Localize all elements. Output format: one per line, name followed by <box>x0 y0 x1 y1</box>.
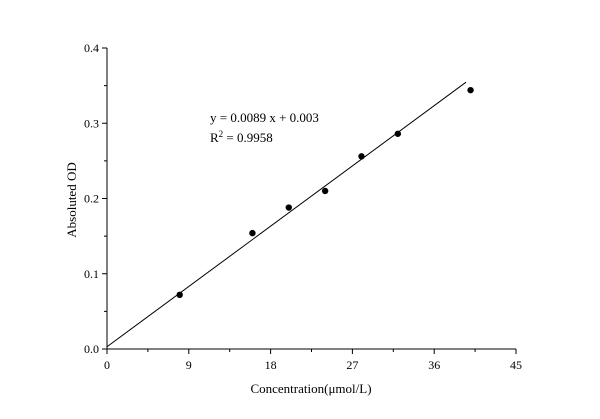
r-squared-symbol: R <box>210 130 219 145</box>
r-squared-value: = 0.9958 <box>223 130 273 145</box>
data-point <box>176 291 183 299</box>
y-tick-label: 0.0 <box>84 342 99 356</box>
x-ticks: 0 9 18 27 36 45 <box>104 349 522 372</box>
data-points <box>176 86 474 299</box>
y-tick-label: 0.2 <box>84 192 99 206</box>
data-point <box>321 187 329 195</box>
x-tick-label: 0 <box>104 358 110 372</box>
fit-line <box>106 81 467 348</box>
axes <box>106 48 516 350</box>
r-squared-label: R2 = 0.9958 <box>210 129 273 145</box>
y-axis-title: Absoluted OD <box>64 162 79 237</box>
y-tick-label: 0.4 <box>84 41 99 55</box>
x-tick-label: 27 <box>346 358 358 372</box>
data-point <box>394 130 402 137</box>
data-point <box>285 204 292 211</box>
data-point <box>467 86 474 94</box>
data-point <box>249 229 256 237</box>
y-tick-label: 0.3 <box>84 116 99 130</box>
x-tick-label: 9 <box>186 358 192 372</box>
y-ticks: 0.0 0.1 0.2 0.3 0.4 <box>84 41 107 356</box>
x-tick-label: 45 <box>510 358 522 372</box>
x-tick-label: 18 <box>265 358 277 372</box>
x-tick-label: 36 <box>428 358 440 372</box>
data-point <box>358 153 365 160</box>
y-tick-label: 0.1 <box>84 267 99 281</box>
r-squared-exponent: 2 <box>219 129 224 139</box>
x-axis-title: Concentration(μmol/L) <box>250 381 371 396</box>
equation-label: y = 0.0089 x + 0.003 <box>210 110 319 125</box>
